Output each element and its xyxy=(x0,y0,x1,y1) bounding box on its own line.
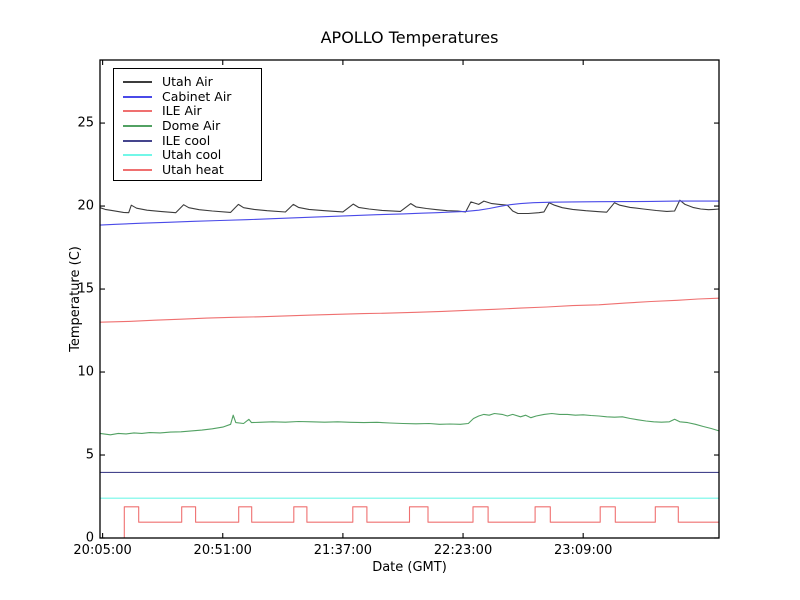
legend-label: ILE cool xyxy=(162,132,211,148)
legend-item: Utah Air xyxy=(123,75,261,90)
chart-title: APOLLO Temperatures xyxy=(320,28,499,47)
x-tick-label: 23:09:00 xyxy=(553,543,613,558)
y-tick-label: 5 xyxy=(85,447,94,463)
legend-line-sample xyxy=(123,154,152,157)
series-line-utah-air xyxy=(99,199,720,215)
legend-item: Cabinet Air xyxy=(123,88,261,105)
legend-label: Utah cool xyxy=(162,147,222,163)
x-tick-label: 20:05:00 xyxy=(73,543,132,558)
y-tick-label: 0 xyxy=(85,530,94,546)
y-tick-label: 25 xyxy=(77,115,94,131)
legend-label: Utah heat xyxy=(162,161,224,177)
legend-item: Utah cool xyxy=(123,148,261,163)
y-axis-label: Temperature (C) xyxy=(68,246,83,352)
legend: Utah Air Cabinet Air ILE Air Dome Air IL… xyxy=(113,68,262,181)
y-tick-label: 10 xyxy=(77,364,94,380)
x-tick-label: 20:51:00 xyxy=(193,543,252,558)
legend-item: Dome Air xyxy=(123,119,261,134)
x-tick-label: 21:37:00 xyxy=(313,543,373,558)
legend-line-sample xyxy=(123,139,152,142)
series-line-cabinet-air xyxy=(99,200,719,226)
y-tick-label: 20 xyxy=(77,198,94,214)
x-tick-label: 22:23:00 xyxy=(433,543,493,558)
legend-item: ILE cool xyxy=(123,133,261,148)
legend-label: Utah Air xyxy=(162,74,213,90)
legend-label: ILE Air xyxy=(162,103,202,119)
legend-line-sample xyxy=(123,125,152,128)
series-line-ile-air xyxy=(99,297,720,323)
series-line-utah-heat xyxy=(100,506,719,539)
plot-border xyxy=(99,59,720,539)
legend-line-sample xyxy=(123,81,152,84)
y-tick-label: 15 xyxy=(77,281,94,297)
legend-label: Dome Air xyxy=(162,118,221,134)
legend-item: ILE Air xyxy=(123,104,261,119)
legend-item: Utah heat xyxy=(123,161,261,178)
x-axis-label: Date (GMT) xyxy=(372,560,447,575)
legend-line-sample xyxy=(123,110,152,113)
legend-line-sample xyxy=(123,168,152,171)
series-line-dome-air xyxy=(99,412,720,436)
legend-label: Cabinet Air xyxy=(162,88,232,104)
legend-line-sample xyxy=(123,95,152,98)
